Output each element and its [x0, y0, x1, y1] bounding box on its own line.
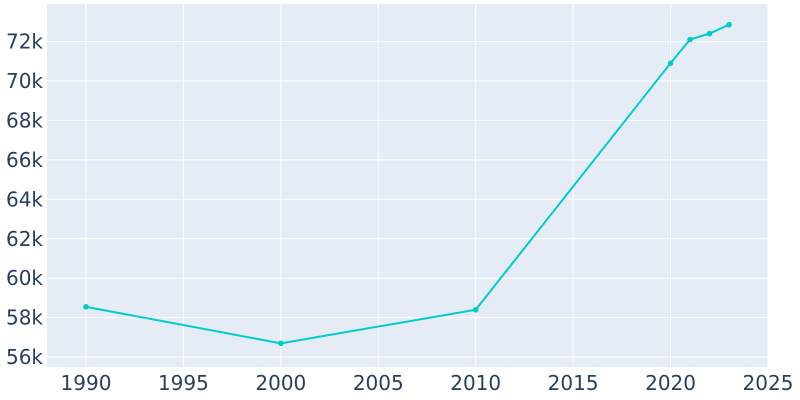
x-tick-label: 1990	[61, 371, 112, 395]
x-tick-label: 2010	[450, 371, 501, 395]
x-tick-label: 2020	[645, 371, 696, 395]
data-point[interactable]	[726, 21, 732, 28]
y-tick-label: 58k	[6, 306, 43, 330]
y-tick-label: 64k	[6, 187, 43, 211]
data-point[interactable]	[667, 60, 674, 66]
data-point[interactable]	[472, 306, 479, 313]
data-point[interactable]	[83, 304, 89, 310]
x-tick-label: 2005	[353, 371, 404, 395]
x-tick-label: 2000	[255, 371, 306, 395]
x-tick-label: 1995	[158, 371, 209, 395]
y-tick-label: 72k	[6, 29, 43, 53]
y-tick-label: 56k	[6, 345, 43, 369]
data-point[interactable]	[687, 36, 693, 43]
y-tick-label: 60k	[6, 266, 43, 290]
y-tick-label: 68k	[6, 108, 43, 132]
x-axis: 1990 1995 2000 2005 2010 2015 2020 2025	[61, 371, 794, 395]
series-layer	[83, 21, 732, 347]
data-point[interactable]	[278, 340, 284, 347]
x-tick-label: 2015	[548, 371, 599, 395]
y-tick-label: 66k	[6, 148, 43, 172]
data-point[interactable]	[706, 30, 713, 37]
grid-lines	[47, 4, 769, 367]
plot-area	[47, 4, 768, 367]
x-tick-label: 2025	[743, 371, 794, 395]
y-tick-label: 62k	[6, 227, 43, 251]
y-tick-label: 70k	[6, 69, 43, 93]
y-axis: 56k 58k 60k 62k 64k 66k 68k 70k 72k	[6, 29, 43, 369]
